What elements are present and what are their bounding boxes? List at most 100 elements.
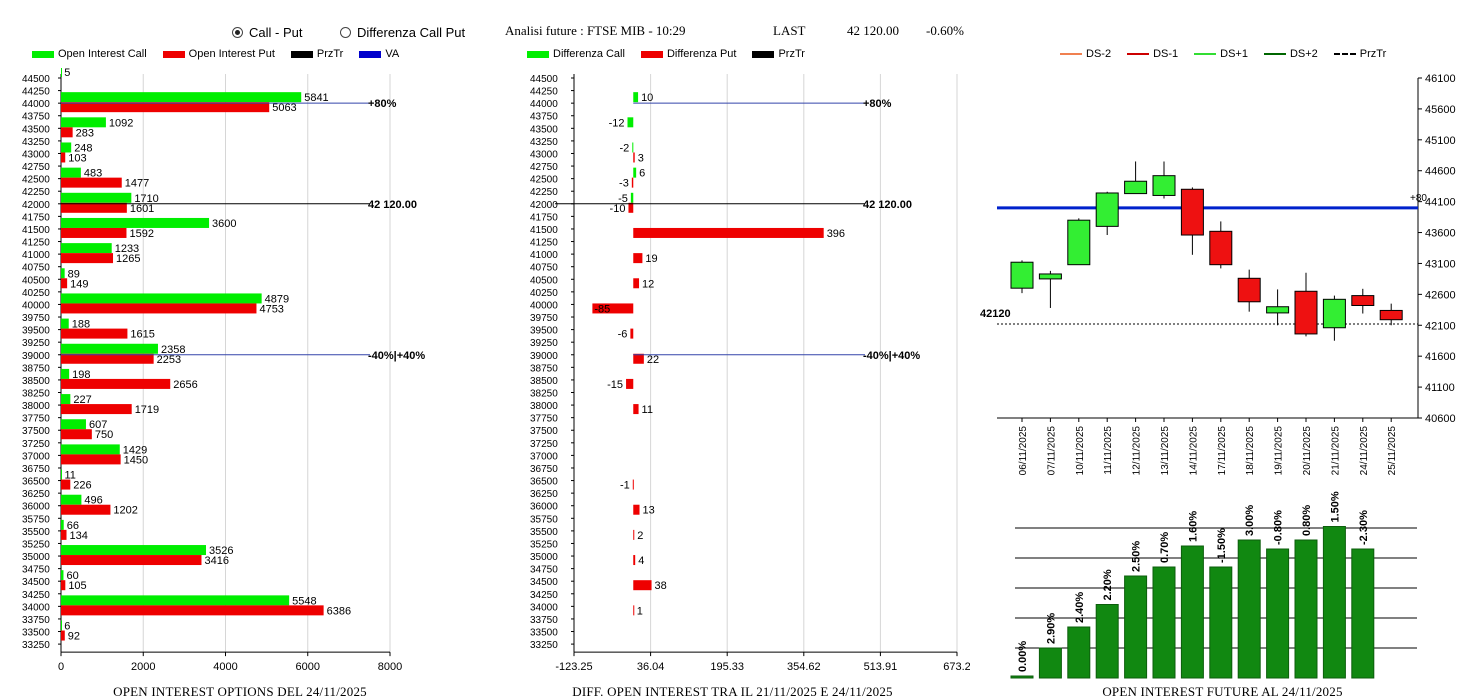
y-tick-label: 33500 bbox=[22, 628, 50, 639]
y-tick-label: 37000 bbox=[530, 451, 558, 462]
put-bar bbox=[61, 429, 92, 440]
call-bar bbox=[61, 570, 64, 581]
y-tick-label: 44100 bbox=[1425, 197, 1456, 209]
put-bar bbox=[632, 479, 634, 490]
y-tick-label: 41100 bbox=[1425, 382, 1455, 394]
x-tick-label: 06/11/2025 bbox=[1018, 426, 1029, 476]
radio-call-put[interactable]: Call - Put bbox=[232, 25, 302, 40]
y-tick-label: 38250 bbox=[22, 389, 50, 400]
data-label: 188 bbox=[72, 319, 90, 331]
annotation-label: -40%|+40% bbox=[863, 350, 920, 362]
y-tick-label: 35250 bbox=[530, 539, 558, 550]
data-label: 1710 bbox=[134, 193, 158, 205]
oi-bar bbox=[1095, 604, 1119, 679]
put-bar bbox=[61, 278, 68, 289]
legend-swatch bbox=[752, 50, 775, 58]
legend-future: DS-2 DS-1 DS+1 DS+2 PrzTr bbox=[1060, 48, 1396, 60]
y-tick-label: 41250 bbox=[530, 238, 558, 249]
y-tick-label: 42100 bbox=[1425, 320, 1456, 332]
y-tick-label: 35500 bbox=[530, 527, 558, 538]
data-label: 1477 bbox=[125, 178, 149, 190]
oi-bar bbox=[1351, 548, 1375, 679]
y-tick-label: 42500 bbox=[22, 175, 50, 186]
candle-body bbox=[1237, 277, 1261, 303]
oi-bar-label: 0.70% bbox=[1159, 532, 1171, 563]
y-tick-label: 43250 bbox=[530, 137, 558, 148]
y-tick-label: 38750 bbox=[22, 363, 50, 374]
call-bar bbox=[61, 394, 71, 405]
put-bar bbox=[61, 630, 65, 641]
legend-label: PrzTr bbox=[778, 48, 805, 60]
x-tick-label: 2000 bbox=[131, 661, 155, 673]
data-label: -10 bbox=[610, 203, 626, 215]
last-label: LAST bbox=[773, 23, 806, 38]
y-tick-label: 34000 bbox=[22, 602, 50, 613]
y-tick-label: 36000 bbox=[530, 502, 558, 513]
call-bar bbox=[61, 318, 69, 329]
radio-differenza[interactable]: Differenza Call Put bbox=[340, 25, 465, 40]
candle-body bbox=[1351, 295, 1375, 306]
y-tick-label: 42250 bbox=[530, 187, 558, 198]
y-tick-label: 37250 bbox=[530, 439, 558, 450]
y-tick-label: 35000 bbox=[22, 552, 50, 563]
data-label: 1233 bbox=[115, 243, 139, 255]
x-tick-label: 4000 bbox=[213, 661, 237, 673]
put-bar bbox=[628, 202, 634, 213]
y-tick-label: 34250 bbox=[22, 590, 50, 601]
data-label: 496 bbox=[84, 495, 102, 507]
x-tick-label: 20/11/2025 bbox=[1302, 426, 1313, 476]
y-tick-label: 42250 bbox=[22, 187, 50, 198]
candle-body bbox=[1010, 261, 1034, 289]
put-bar bbox=[61, 353, 154, 364]
call-bar bbox=[61, 620, 62, 631]
oi-bar bbox=[1067, 626, 1091, 679]
call-bar bbox=[61, 368, 70, 379]
put-bar bbox=[61, 479, 71, 490]
legend-item: DS-1 bbox=[1127, 48, 1178, 60]
data-label: 1265 bbox=[116, 253, 140, 265]
legend-label: DS-1 bbox=[1153, 48, 1179, 60]
data-label: 5063 bbox=[272, 102, 296, 114]
data-label: 283 bbox=[76, 127, 94, 139]
y-tick-label: 41600 bbox=[1425, 351, 1456, 363]
legend-swatch bbox=[359, 50, 382, 58]
data-label: 3416 bbox=[204, 555, 228, 567]
y-tick-label: 43500 bbox=[22, 124, 50, 135]
y-tick-label: 43000 bbox=[22, 149, 50, 160]
put-bar bbox=[61, 102, 270, 113]
y-tick-label: 40600 bbox=[1425, 413, 1456, 425]
y-tick-label: 45600 bbox=[1425, 104, 1456, 116]
data-label: 1450 bbox=[124, 454, 148, 466]
y-tick-label: 40500 bbox=[22, 275, 50, 286]
call-bar bbox=[61, 268, 65, 279]
data-label: 2358 bbox=[161, 344, 185, 356]
y-tick-label: 45100 bbox=[1425, 135, 1456, 147]
data-label: 1592 bbox=[129, 228, 153, 240]
legend-item: Open Interest Call bbox=[32, 48, 147, 60]
candle-body bbox=[1322, 298, 1346, 329]
y-tick-label: 42750 bbox=[530, 162, 558, 173]
y-tick-label: 36750 bbox=[22, 464, 50, 475]
data-label: 396 bbox=[827, 228, 845, 240]
legend-swatch bbox=[1263, 53, 1286, 55]
call-bar bbox=[61, 167, 81, 178]
oi-bar bbox=[1038, 647, 1062, 679]
data-label: 11 bbox=[64, 470, 75, 482]
y-tick-label: 44250 bbox=[22, 87, 50, 98]
data-label: 22 bbox=[647, 354, 659, 366]
data-label: 92 bbox=[68, 631, 80, 643]
call-bar bbox=[630, 192, 634, 203]
y-tick-label: 42600 bbox=[1425, 289, 1456, 301]
x-tick-label: 673.2 bbox=[943, 661, 970, 673]
data-label: 2253 bbox=[157, 354, 181, 366]
y-tick-label: 39750 bbox=[22, 313, 50, 324]
data-label: 12 bbox=[642, 278, 654, 290]
oi-bar bbox=[1010, 675, 1034, 679]
put-bar bbox=[633, 580, 652, 591]
future-oi-bar-chart: 0.00% 2.90% 2.40% 2.20% 2.50% 0.70% 1.60% -1.50… bbox=[1010, 491, 1417, 679]
y-tick-label: 38000 bbox=[530, 401, 558, 412]
call-bar bbox=[61, 92, 302, 103]
data-label: 227 bbox=[73, 394, 91, 406]
call-bar bbox=[61, 343, 158, 354]
